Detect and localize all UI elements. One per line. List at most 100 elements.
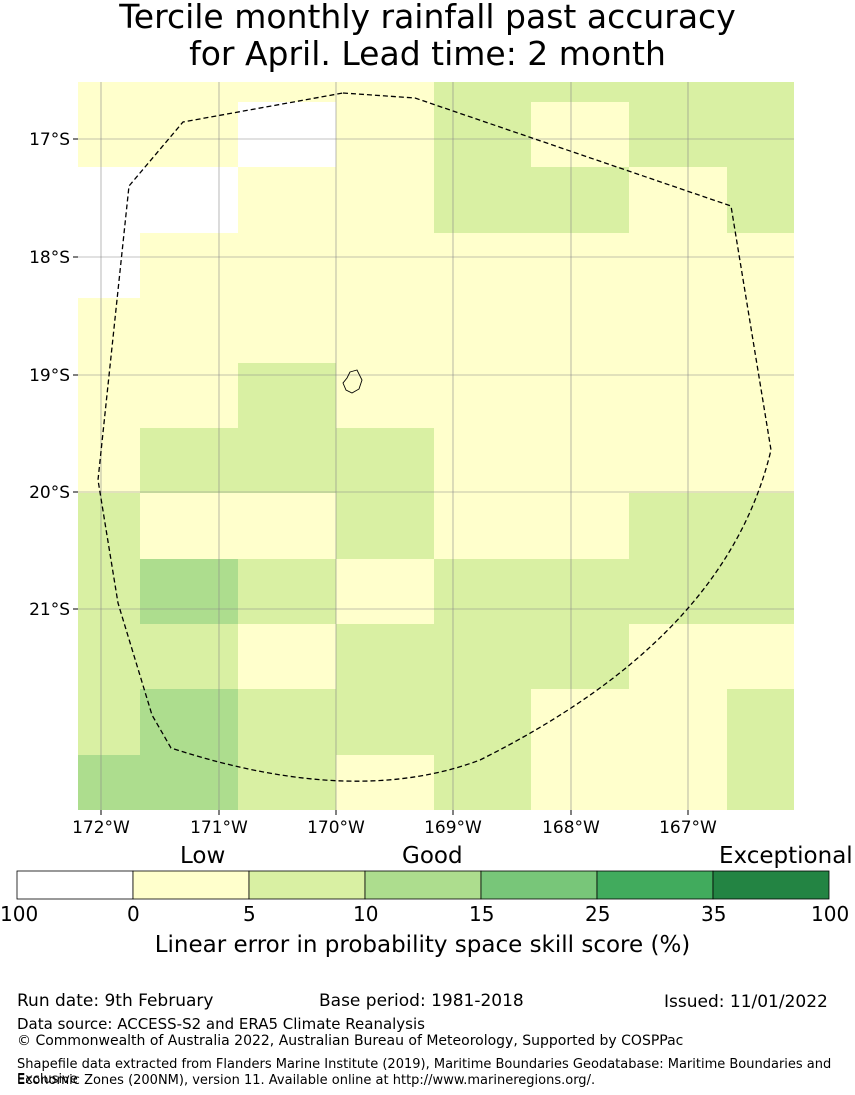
grid-cell (238, 102, 336, 167)
grid-cell (531, 233, 629, 298)
grid-cell (629, 233, 727, 298)
grid-cell (238, 689, 336, 810)
grid-cell (140, 559, 238, 624)
base-period: Base period: 1981-2018 (319, 991, 524, 1011)
cbar-tick: 10 (353, 902, 379, 926)
grid-cell (629, 82, 794, 167)
category-low: Low (180, 843, 226, 869)
cbar-tick: 100 (0, 902, 39, 926)
grid-cell (434, 559, 629, 624)
grid-cell (629, 624, 794, 689)
data-source: Data source: ACCESS-S2 and ERA5 Climate … (17, 1015, 425, 1033)
grid-cell (727, 167, 794, 233)
grid-cell (238, 233, 336, 298)
lat-label: 18°S (29, 248, 70, 268)
lon-label: 171°W (190, 818, 248, 838)
lat-label: 21°S (29, 600, 70, 620)
colorbar-segment (712, 870, 830, 900)
grid-cell (336, 363, 434, 428)
grid-cell (727, 363, 794, 428)
grid-cell (336, 559, 434, 624)
colorbar-segment (248, 870, 366, 900)
grid-cell (78, 428, 140, 493)
niue-island-outline (342, 369, 363, 394)
island-outline (342, 369, 363, 394)
lat-label: 19°S (29, 366, 70, 386)
cbar-tick: 5 (243, 902, 256, 926)
grid-cell (140, 233, 238, 298)
grid-cell (727, 298, 794, 363)
lon-label: 167°W (659, 818, 717, 838)
cbar-tick: 100 (811, 902, 850, 926)
colorbar-segment (364, 870, 482, 900)
grid-cell (336, 755, 434, 810)
grid-cell (531, 167, 629, 233)
grid-cell (238, 167, 336, 233)
grid-cell (238, 559, 336, 624)
grid-cell (531, 428, 629, 493)
map-title-line1: Tercile monthly rainfall past accuracy (119, 0, 736, 36)
lat-label: 20°S (29, 483, 70, 503)
colorbar-segment (480, 870, 598, 900)
colorbar-segment (596, 870, 714, 900)
grid-cells (78, 82, 794, 810)
lon-label: 169°W (424, 818, 482, 838)
grid-cell (336, 624, 629, 689)
grid-cell (78, 102, 140, 167)
grid-cell (140, 624, 238, 689)
grid-cell (531, 102, 629, 167)
grid-cell (434, 428, 531, 493)
shapefile-credit-line1: Shapefile data extracted from Flanders M… (17, 1057, 832, 1087)
category-exceptional: Exceptional (719, 843, 853, 869)
colorbar-segment (16, 870, 134, 900)
cbar-tick: 25 (585, 902, 611, 926)
cbar-tick: 0 (127, 902, 140, 926)
run-date: Run date: 9th February (17, 991, 214, 1011)
grid-cell (336, 493, 434, 559)
colorbar-title: Linear error in probability space skill … (154, 932, 691, 958)
category-good: Good (402, 843, 463, 869)
grid-cell (140, 298, 238, 363)
grid-cell (434, 298, 531, 363)
map-title-line2: for April. Lead time: 2 month (189, 34, 666, 73)
grid-cell (629, 493, 794, 624)
lon-label: 172°W (72, 818, 130, 838)
grid-cell (434, 82, 531, 167)
copyright: © Commonwealth of Australia 2022, Austra… (17, 1033, 684, 1049)
grid-cell (140, 428, 434, 493)
colorbar-segment (132, 870, 250, 900)
grid-cell (434, 493, 629, 559)
grid-cell (336, 298, 434, 363)
grid-cell (140, 363, 238, 428)
cbar-tick: 35 (701, 902, 727, 926)
grid-cell (238, 298, 336, 363)
issued-date: Issued: 11/01/2022 (664, 992, 828, 1012)
grid-cell (531, 82, 629, 102)
cbar-tick: 15 (469, 902, 495, 926)
grid-cell (629, 363, 727, 428)
grid-cell (140, 102, 238, 167)
grid-cell (140, 493, 336, 559)
colorbar (16, 870, 830, 900)
grid-cell (78, 167, 140, 298)
grid-cell (336, 167, 434, 233)
grid-cell (629, 428, 727, 493)
lat-label: 17°S (29, 130, 70, 150)
grid-cell (238, 363, 336, 428)
grid-cell (531, 363, 629, 428)
grid-cell (78, 82, 140, 102)
lon-label: 170°W (307, 818, 365, 838)
grid-cell (336, 233, 434, 298)
grid-cell (434, 167, 531, 233)
grid-cell (434, 755, 531, 810)
grid-cell (336, 689, 531, 755)
grid-cell (140, 167, 238, 233)
lon-label: 168°W (542, 818, 600, 838)
grid-cell (727, 689, 794, 810)
eez-boundary (97, 92, 772, 782)
grid-cell (78, 298, 140, 363)
grid-cell (140, 689, 238, 810)
grid-cell (336, 102, 434, 167)
grid-cell (140, 82, 238, 102)
